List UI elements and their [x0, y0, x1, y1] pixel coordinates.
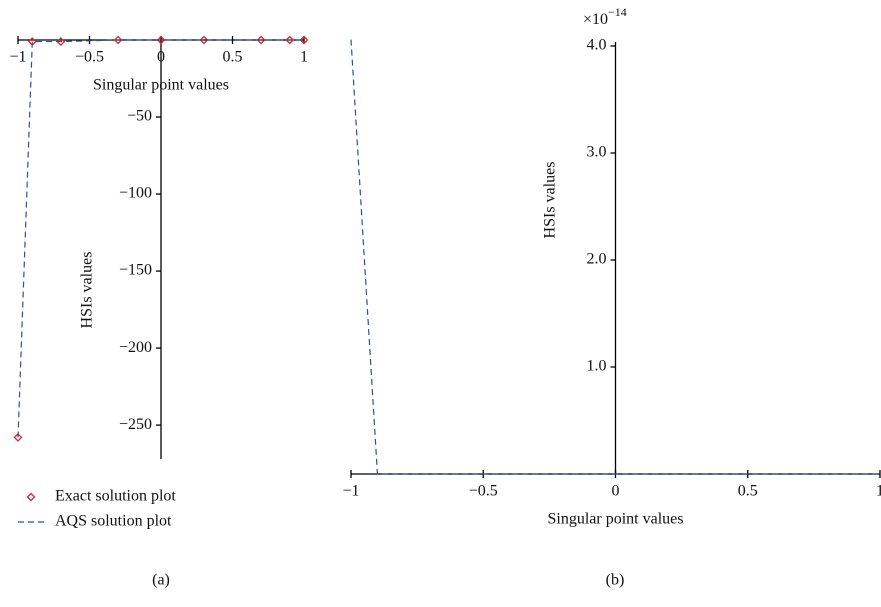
legend-label: Exact solution plot — [55, 488, 176, 505]
x-tick-label: −0.5 — [75, 49, 104, 66]
data-point — [199, 35, 209, 45]
data-point — [256, 35, 266, 45]
y-scale-base: ×10 — [583, 11, 608, 28]
x-tick-label: −1 — [9, 49, 26, 66]
x-tick-label: −0.5 — [469, 483, 498, 500]
legend-marker — [26, 492, 36, 502]
y-tick-label: −100 — [119, 185, 152, 202]
y-scale-label: ×10−14 — [583, 5, 627, 28]
data-point — [13, 433, 23, 442]
legend-label: AQS solution plot — [55, 513, 172, 530]
y-tick-label: −50 — [127, 108, 152, 125]
x-axis-label: Singular point values — [548, 511, 684, 528]
y-scale-exponent: −14 — [608, 5, 627, 19]
x-tick-label: 0.5 — [223, 49, 243, 66]
data-point — [285, 35, 295, 45]
x-axis-label: Singular point values — [93, 77, 229, 94]
y-tick-label: 3.0 — [587, 144, 607, 161]
y-tick-label: −150 — [119, 262, 152, 279]
data-point — [56, 37, 66, 46]
data-point — [156, 35, 166, 45]
data-point — [299, 35, 309, 45]
panel-label: (b) — [606, 572, 625, 589]
y-tick-label: 2.0 — [587, 251, 607, 268]
data-point — [113, 35, 123, 45]
x-tick-label: 0 — [612, 483, 620, 500]
x-tick-label: −1 — [342, 483, 359, 500]
x-tick-label: 1 — [876, 483, 881, 500]
panel-label: (a) — [152, 572, 170, 589]
data-line — [17, 39, 304, 438]
x-tick-label: 0.5 — [738, 483, 758, 500]
data-line — [350, 39, 880, 475]
y-tick-label: 4.0 — [587, 37, 607, 54]
x-tick-label: 0 — [157, 49, 165, 66]
x-tick-label: 1 — [300, 49, 308, 66]
y-axis-label: HSIs values — [79, 252, 96, 329]
y-tick-label: 1.0 — [587, 358, 607, 375]
y-axis-label: HSIs values — [542, 162, 559, 239]
y-tick-label: −200 — [119, 339, 152, 356]
y-tick-label: −250 — [119, 416, 152, 433]
